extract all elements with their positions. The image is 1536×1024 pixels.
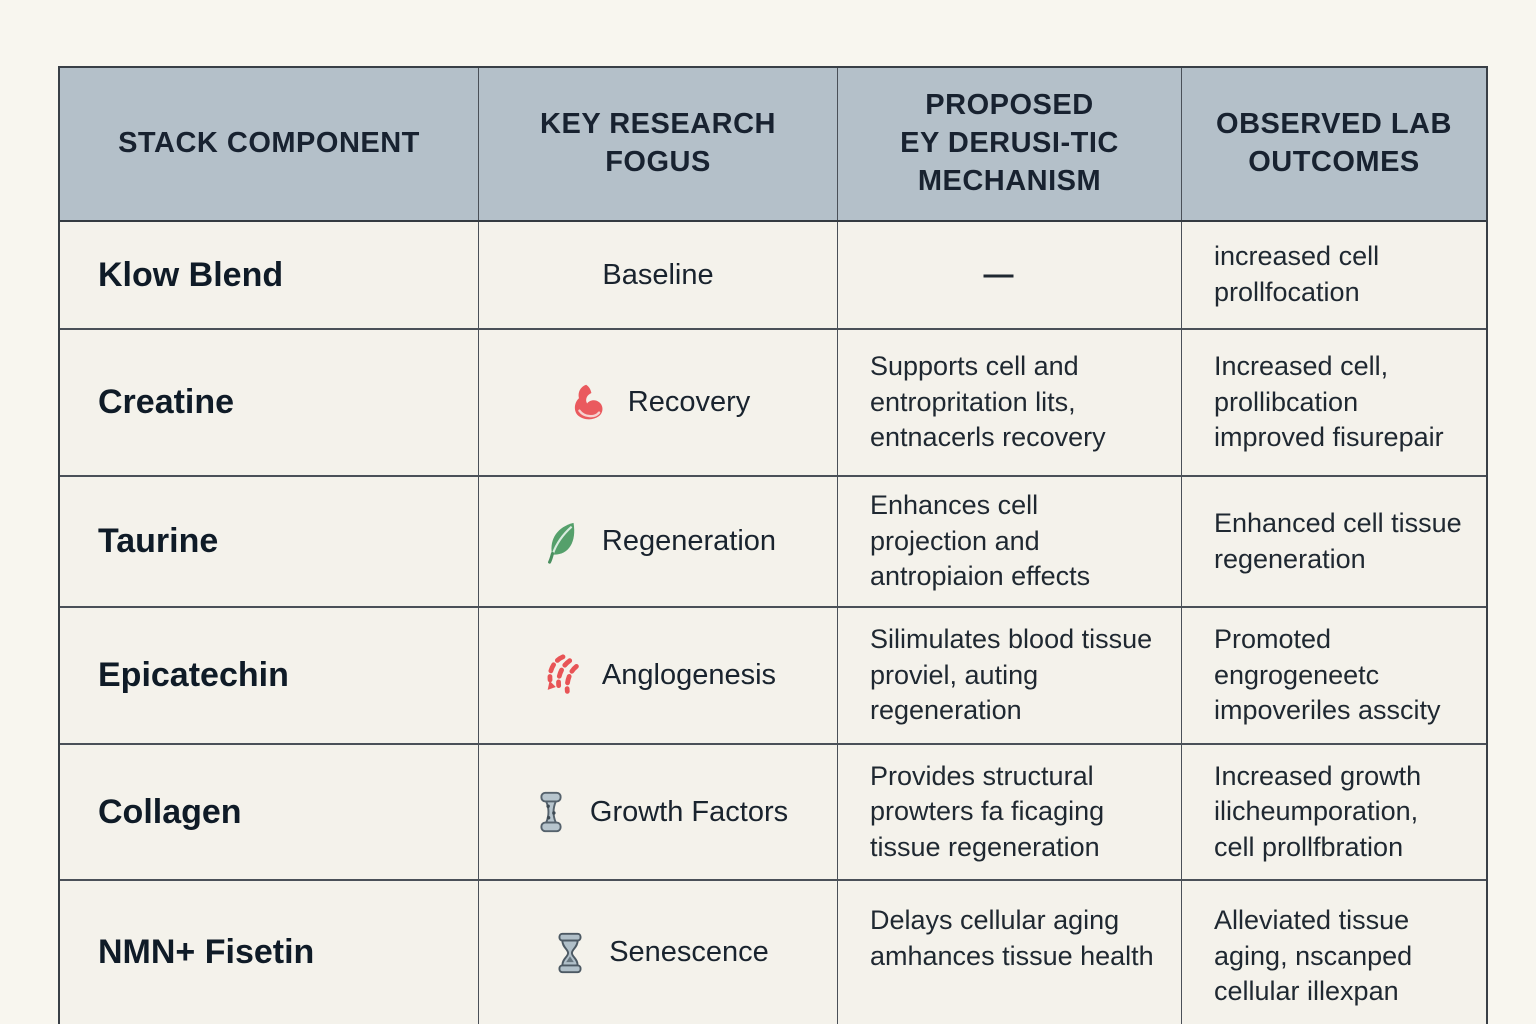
header-observed-lab-outcomes: OBSERVED LAB OUTCOMES	[1216, 108, 1452, 178]
mechanism-cell: Provides structural prowters fa ficaging…	[838, 745, 1182, 879]
table-row: Klow Blend Baseline — increased cell pro…	[60, 222, 1486, 330]
table-row: NMN+ Fisetin Senescence Delays cellular …	[60, 881, 1486, 1024]
component-name: Collagen	[60, 745, 479, 879]
outcomes-cell: Alleviated tissue aging, nscanped cellul…	[1214, 905, 1413, 1007]
research-stack-table: STACK COMPONENT KEY RESEARCH FOGUS PROPO…	[58, 66, 1488, 1024]
table-row: Creatine Recovery Supports cell and entr…	[60, 330, 1486, 477]
outcomes-cell: Promoted engrogeneetc impoveriles asscit…	[1214, 624, 1441, 726]
mechanism-cell: Supports cell and entropritation lits, e…	[838, 330, 1182, 475]
header-proposed-mechanism: PROPOSED EY DERUSI-TIC MECHANISM	[838, 68, 1182, 220]
research-focus: Growth Factors	[479, 745, 838, 879]
bone-icon	[528, 789, 574, 835]
table-row: Epicatechin Anglogenesis Silimulates blo…	[60, 608, 1486, 745]
research-focus: Recovery	[479, 330, 838, 475]
leaf-icon	[540, 519, 586, 565]
mechanism-cell: Enhances cell projection and antropiaion…	[838, 477, 1182, 606]
research-focus: Baseline	[479, 222, 838, 328]
component-name: NMN+ Fisetin	[60, 881, 479, 1024]
focus-label: Anglogenesis	[601, 659, 777, 691]
header-stack-component: STACK COMPONENT	[60, 68, 479, 220]
focus-label: Growth Factors	[589, 795, 789, 828]
table-row: Collagen Growth Factors Provides structu…	[60, 745, 1486, 881]
focus-label: Senescence	[609, 936, 769, 968]
muscle-icon	[566, 380, 612, 426]
mechanism-cell: Delays cellular aging amhances tissue he…	[838, 881, 1182, 1024]
hourglass-icon	[547, 930, 593, 976]
header-key-research-focus: KEY RESEARCH FOGUS	[479, 68, 838, 220]
outcomes-cell: Enhanced cell tissue regeneration	[1214, 507, 1462, 574]
table-header-row: STACK COMPONENT KEY RESEARCH FOGUS PROPO…	[60, 68, 1486, 222]
outcomes-cell: increased cell prollfocation	[1214, 241, 1380, 307]
research-focus: Regeneration	[479, 477, 838, 606]
mechanism-cell: Silimulates blood tissue proviel, auting…	[838, 608, 1182, 743]
research-focus: Senescence	[479, 881, 838, 1024]
component-name: Taurine	[60, 477, 479, 606]
outcomes-cell: Increased cell, prollibcation improved f…	[1214, 351, 1444, 453]
outcomes-cell: Increased growth ilicheumporation, cell …	[1214, 760, 1422, 862]
component-name: Epicatechin	[60, 608, 479, 743]
blood-flow-icon	[540, 653, 586, 699]
focus-label: Recovery	[627, 386, 751, 418]
table-row: Taurine Regeneration Enhances cell proje…	[60, 477, 1486, 608]
component-name: Klow Blend	[60, 222, 479, 328]
research-focus: Anglogenesis	[479, 608, 838, 743]
focus-label: Regeneration	[601, 525, 777, 557]
component-name: Creatine	[60, 330, 479, 475]
focus-label: Baseline	[602, 258, 714, 291]
mechanism-cell: —	[838, 222, 1182, 328]
